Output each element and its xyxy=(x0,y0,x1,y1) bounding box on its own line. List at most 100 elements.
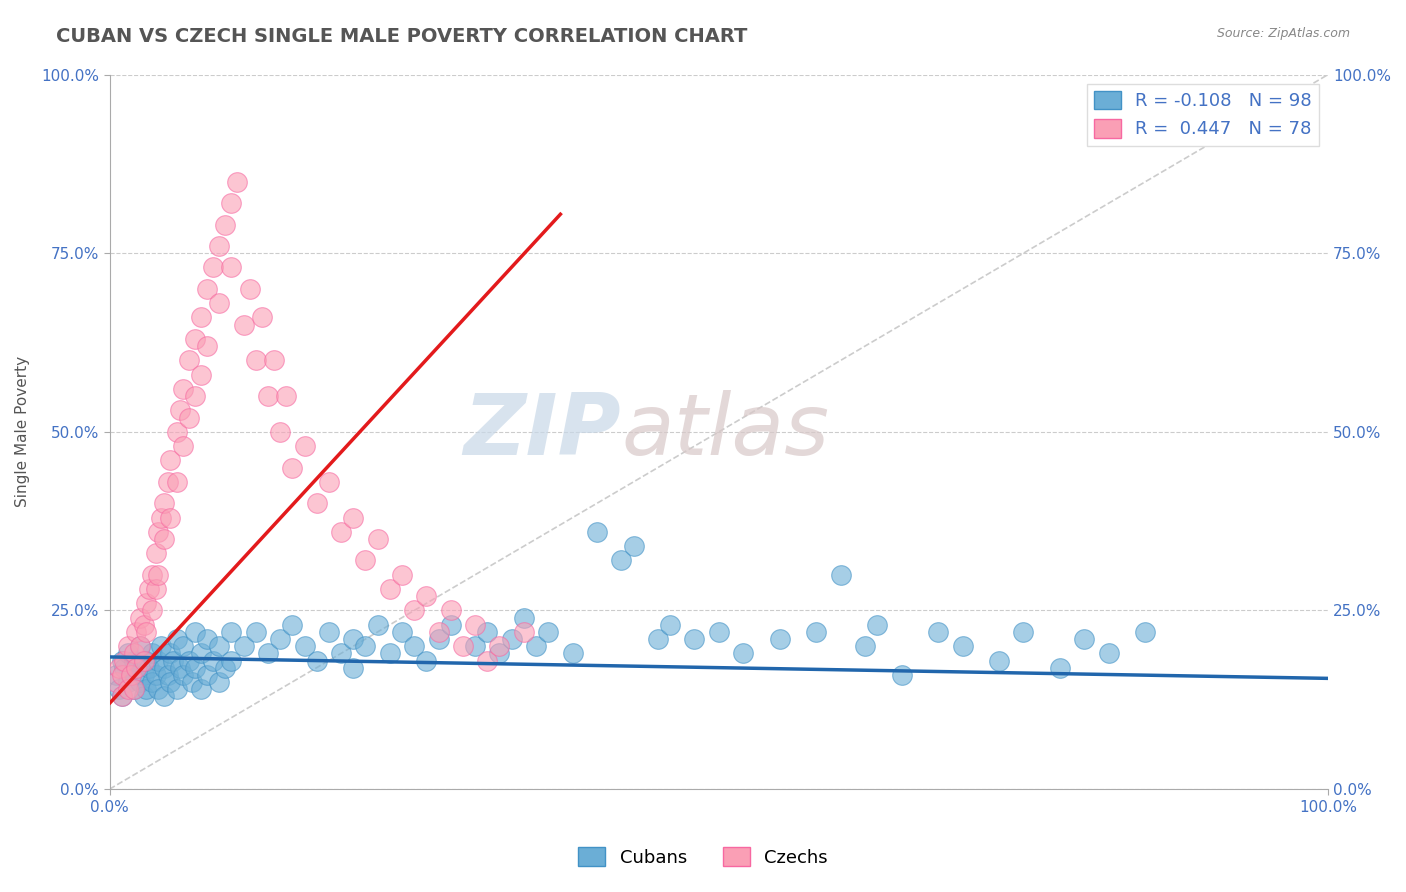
Point xyxy=(121,668,143,682)
Text: atlas: atlas xyxy=(621,391,830,474)
Point xyxy=(354,553,377,567)
Point xyxy=(190,682,212,697)
Point xyxy=(367,617,389,632)
Point xyxy=(1049,660,1071,674)
Point xyxy=(305,496,328,510)
Point xyxy=(294,639,316,653)
Point xyxy=(111,690,134,704)
Point xyxy=(623,539,645,553)
Point xyxy=(172,668,194,682)
Point xyxy=(145,546,167,560)
Point xyxy=(122,682,145,697)
Point xyxy=(166,682,188,697)
Point xyxy=(524,639,547,653)
Point xyxy=(659,617,682,632)
Point xyxy=(153,532,176,546)
Point xyxy=(927,624,949,639)
Point xyxy=(157,475,180,489)
Point xyxy=(169,660,191,674)
Point xyxy=(707,624,730,639)
Point xyxy=(122,682,145,697)
Point xyxy=(138,582,160,596)
Point xyxy=(733,646,755,660)
Point xyxy=(121,668,143,682)
Point xyxy=(117,675,139,690)
Point xyxy=(245,624,267,639)
Point xyxy=(281,460,304,475)
Point xyxy=(149,639,172,653)
Point xyxy=(129,639,152,653)
Text: Source: ZipAtlas.com: Source: ZipAtlas.com xyxy=(1216,27,1350,40)
Point xyxy=(141,675,163,690)
Point xyxy=(129,610,152,624)
Point xyxy=(111,668,134,682)
Point xyxy=(1073,632,1095,646)
Point xyxy=(342,632,364,646)
Point xyxy=(172,639,194,653)
Point xyxy=(488,646,510,660)
Point xyxy=(988,653,1011,667)
Point xyxy=(108,682,131,697)
Point xyxy=(610,553,633,567)
Point xyxy=(477,653,499,667)
Point xyxy=(276,389,298,403)
Point xyxy=(294,439,316,453)
Point xyxy=(208,675,231,690)
Point xyxy=(117,639,139,653)
Point xyxy=(195,339,218,353)
Point xyxy=(159,646,181,660)
Point xyxy=(208,639,231,653)
Point xyxy=(135,682,157,697)
Point xyxy=(129,639,152,653)
Point xyxy=(1135,624,1157,639)
Point xyxy=(153,660,176,674)
Point xyxy=(112,653,135,667)
Point xyxy=(305,653,328,667)
Point xyxy=(391,624,413,639)
Point xyxy=(149,510,172,524)
Point xyxy=(112,660,135,674)
Point xyxy=(195,668,218,682)
Point xyxy=(108,660,131,674)
Point xyxy=(214,218,236,232)
Point xyxy=(477,624,499,639)
Point xyxy=(342,510,364,524)
Point xyxy=(208,239,231,253)
Point xyxy=(177,653,200,667)
Point xyxy=(177,410,200,425)
Point xyxy=(830,567,852,582)
Point xyxy=(281,617,304,632)
Point xyxy=(141,646,163,660)
Point xyxy=(135,624,157,639)
Legend: R = -0.108   N = 98, R =  0.447   N = 78: R = -0.108 N = 98, R = 0.447 N = 78 xyxy=(1087,84,1319,145)
Point xyxy=(132,617,155,632)
Point xyxy=(269,425,291,439)
Point xyxy=(683,632,706,646)
Point xyxy=(162,653,184,667)
Point xyxy=(221,653,243,667)
Point xyxy=(153,690,176,704)
Point xyxy=(464,617,486,632)
Point xyxy=(159,453,181,467)
Point xyxy=(440,617,463,632)
Point xyxy=(159,510,181,524)
Point xyxy=(226,175,249,189)
Point xyxy=(451,639,474,653)
Point xyxy=(166,425,188,439)
Point xyxy=(232,318,254,332)
Point xyxy=(952,639,974,653)
Point xyxy=(561,646,583,660)
Point xyxy=(404,639,426,653)
Point xyxy=(145,668,167,682)
Point xyxy=(117,682,139,697)
Point xyxy=(132,653,155,667)
Point xyxy=(104,668,127,682)
Point xyxy=(172,439,194,453)
Point xyxy=(391,567,413,582)
Point xyxy=(427,632,450,646)
Point xyxy=(184,389,207,403)
Point xyxy=(239,282,262,296)
Point xyxy=(318,624,340,639)
Point xyxy=(141,567,163,582)
Point xyxy=(190,310,212,325)
